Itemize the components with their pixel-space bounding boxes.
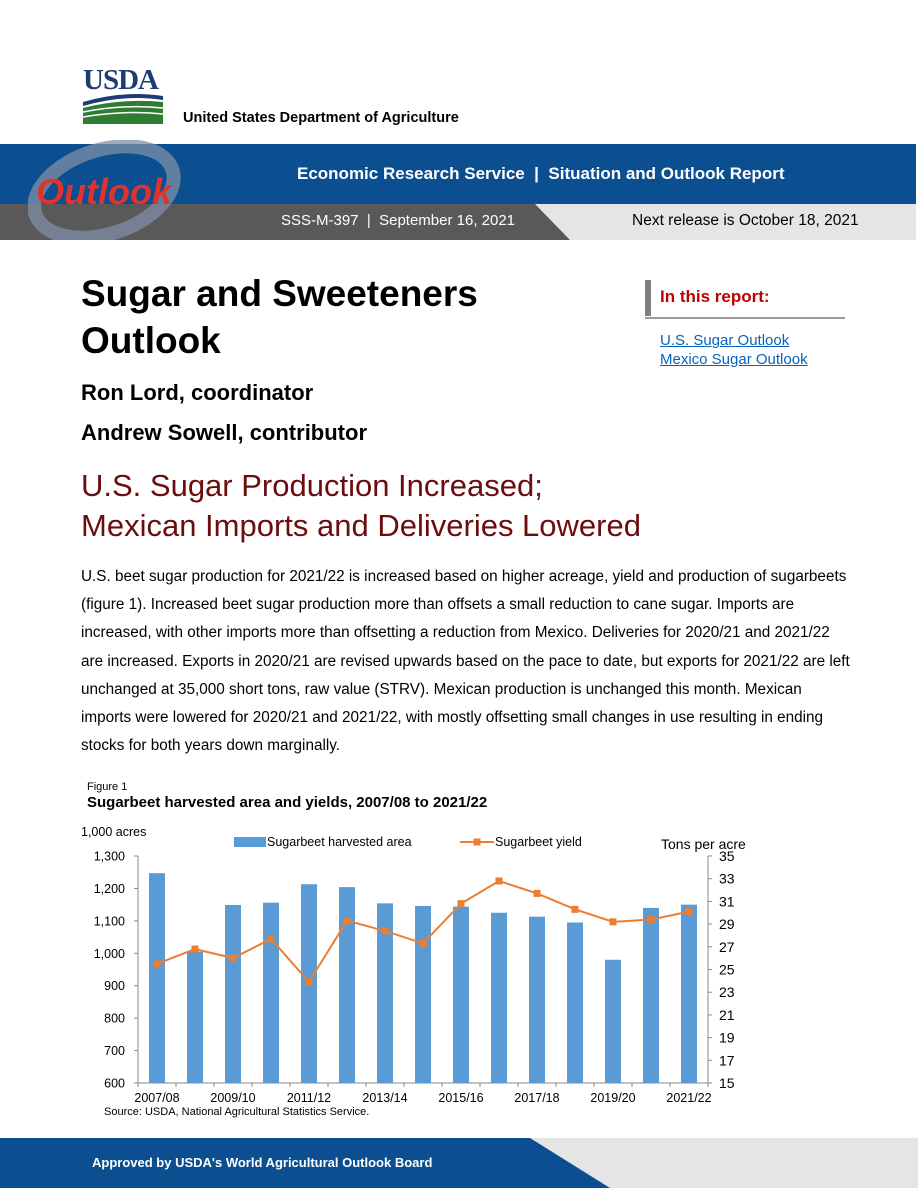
- body-text: U.S. beet sugar production for 2021/22 i…: [81, 568, 850, 755]
- yield-point-2018/19: [571, 905, 579, 913]
- yield-point-2016/17: [495, 877, 503, 885]
- left-tick-label: 700: [104, 1044, 125, 1058]
- footer-approval: Approved by USDA's World Agricultural Ou…: [92, 1155, 433, 1170]
- bar-2018/19: [567, 922, 583, 1083]
- right-tick-label: 27: [719, 939, 735, 955]
- report-title-line2: Outlook: [81, 320, 221, 361]
- bar-2007/08: [149, 873, 165, 1083]
- bar-2013/14: [377, 903, 393, 1083]
- footer-blue-segment: [0, 1138, 610, 1188]
- yield-point-2007/08: [153, 960, 161, 968]
- department-name: United States Department of Agriculture: [183, 110, 459, 126]
- report-id: SSS-M-397 | September 16, 2021: [281, 212, 516, 229]
- usda-logo-icon: [83, 94, 163, 124]
- x-tick-label: 2009/10: [210, 1091, 255, 1105]
- outlook-logo-icon: Outlook: [28, 140, 181, 240]
- bar-2010/11: [263, 902, 279, 1083]
- yield-point-2014/15: [419, 939, 427, 947]
- headline-line1: U.S. Sugar Production Increased;: [81, 468, 543, 503]
- yield-point-2021/22: [685, 908, 693, 916]
- report-title-line1: Sugar and Sweeteners: [81, 273, 478, 314]
- yield-point-2009/10: [229, 954, 237, 962]
- left-tick-label: 900: [104, 979, 125, 993]
- bar-2017/18: [529, 916, 545, 1083]
- yield-point-2013/14: [381, 927, 389, 935]
- legend-bar-swatch: [234, 837, 266, 847]
- yield-point-2008/09: [191, 945, 199, 953]
- x-tick-label: 2021/22: [666, 1091, 711, 1105]
- sidebar-title: In this report:: [660, 287, 770, 306]
- left-axis-label: 1,000 acres: [81, 825, 146, 839]
- headline: U.S. Sugar Production Increased; Mexican…: [81, 466, 841, 546]
- right-tick-label: 33: [719, 871, 735, 887]
- bar-2016/17: [491, 912, 507, 1083]
- right-axis-label: Tons per acre: [661, 836, 746, 852]
- yield-point-2011/12: [305, 978, 313, 986]
- bar-2009/10: [225, 904, 241, 1083]
- yield-point-2015/16: [457, 900, 465, 908]
- next-release: Next release is October 18, 2021: [632, 212, 859, 229]
- yield-point-2017/18: [533, 889, 541, 897]
- usda-logo-text: USDA: [83, 64, 159, 96]
- yield-point-2019/20: [609, 918, 617, 926]
- legend-line-marker: [473, 838, 481, 846]
- report-title: Sugar and Sweeteners Outlook: [81, 270, 581, 364]
- x-tick-label: 2011/12: [287, 1091, 331, 1105]
- legend-bar-label: Sugarbeet harvested area: [267, 835, 412, 849]
- right-tick-label: 21: [719, 1007, 735, 1023]
- sugarbeet-chart: 600 700 800 900 1,000 1,100 1,200 1,300 15 17 19 21…: [81, 825, 746, 1105]
- link-mexico-sugar-outlook[interactable]: Mexico Sugar Outlook: [660, 351, 808, 368]
- legend-line-label: Sugarbeet yield: [495, 835, 582, 849]
- left-tick-label: 1,300: [94, 850, 125, 864]
- right-tick-label: 25: [719, 962, 735, 978]
- right-tick-label: 23: [719, 984, 735, 1000]
- bar-2020/21: [643, 907, 659, 1083]
- author-coordinator: Ron Lord, coordinator: [81, 380, 314, 405]
- right-tick-label: 35: [719, 848, 735, 864]
- left-tick-label: 1,000: [94, 947, 125, 961]
- x-tick-label: 2013/14: [362, 1091, 407, 1105]
- bar-2012/13: [339, 887, 355, 1083]
- right-tick-label: 17: [719, 1052, 735, 1068]
- left-tick-label: 1,100: [94, 914, 125, 928]
- right-tick-label: 15: [719, 1075, 735, 1091]
- yield-point-2012/13: [343, 917, 351, 925]
- right-tick-label: 29: [719, 916, 735, 932]
- banner-title: Economic Research Service | Situation an…: [297, 164, 785, 183]
- body-paragraph: U.S. beet sugar production for 2021/22 i…: [81, 563, 851, 760]
- x-tick-label: 2019/20: [590, 1091, 635, 1105]
- bar-2014/15: [415, 905, 431, 1083]
- bar-2021/22: [681, 904, 697, 1083]
- left-tick-label: 800: [104, 1012, 125, 1026]
- yield-point-2020/21: [647, 916, 655, 924]
- link-us-sugar-outlook[interactable]: U.S. Sugar Outlook: [660, 332, 790, 349]
- figure-title: Sugarbeet harvested area and yields, 200…: [87, 794, 488, 811]
- bar-2019/20: [605, 959, 621, 1083]
- figure-source: Source: USDA, National Agricultural Stat…: [104, 1106, 370, 1118]
- sidebar-accent-bar: [645, 280, 651, 316]
- sidebar-divider: [645, 317, 845, 319]
- bar-2015/16: [453, 906, 469, 1083]
- bar-2008/09: [187, 951, 203, 1083]
- right-tick-label: 19: [719, 1030, 735, 1046]
- yield-point-2010/11: [267, 935, 275, 943]
- headline-line2: Mexican Imports and Deliveries Lowered: [81, 508, 641, 543]
- x-tick-label: 2007/08: [134, 1091, 179, 1105]
- left-tick-label: 1,200: [94, 882, 125, 896]
- outlook-logo-text: Outlook: [36, 171, 174, 212]
- author-contributor: Andrew Sowell, contributor: [81, 420, 368, 445]
- x-tick-label: 2015/16: [438, 1091, 483, 1105]
- x-tick-label: 2017/18: [514, 1091, 559, 1105]
- figure-label: Figure 1: [87, 781, 128, 793]
- right-tick-label: 31: [719, 893, 735, 909]
- left-tick-label: 600: [104, 1077, 125, 1091]
